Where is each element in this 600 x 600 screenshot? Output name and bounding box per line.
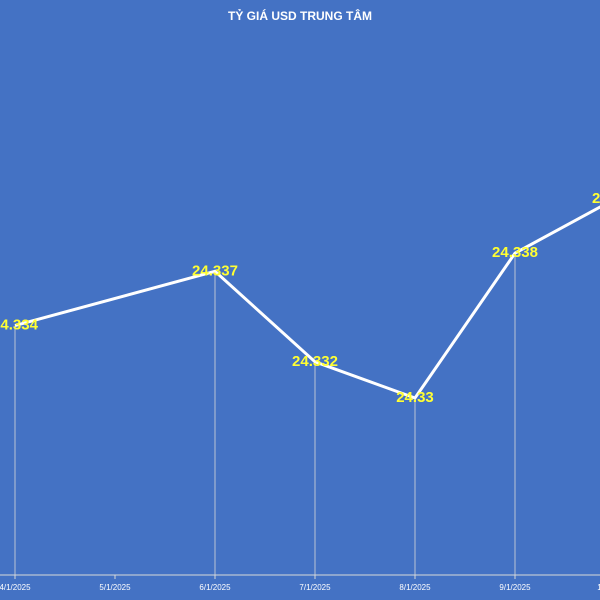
x-tick-label: 8/1/2025 [399,583,431,592]
x-tick-label: 9/1/2025 [499,583,531,592]
data-label: 24.334 [0,317,39,334]
x-tick-label: 7/1/2025 [299,583,331,592]
data-label: 24.33 [396,389,434,406]
x-tick-label: 4/1/2025 [0,583,31,592]
data-label: 24.337 [192,262,238,279]
data-label: 24.332 [292,353,338,370]
chart-title: TỶ GIÁ USD TRUNG TÂM [228,8,372,23]
x-tick-label: 5/1/2025 [99,583,131,592]
data-label: 24.341 [592,190,600,207]
line [14,205,600,400]
data-label: 24.338 [492,244,538,261]
x-tick-label: 6/1/2025 [199,583,231,592]
x-tick-label: 10/1/2025 [597,583,600,592]
